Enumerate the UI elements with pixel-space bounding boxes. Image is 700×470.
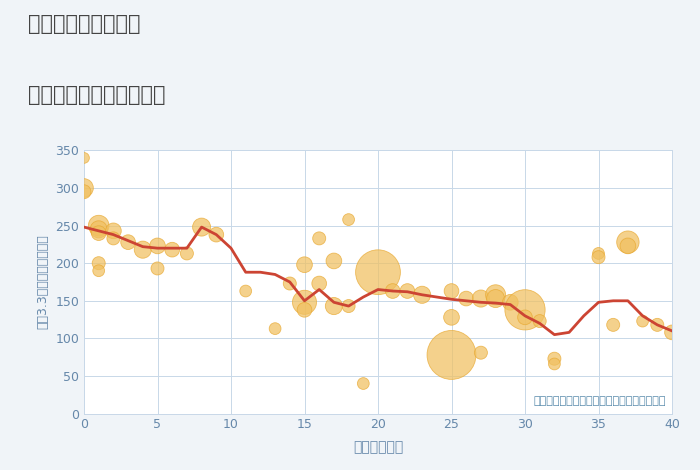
Point xyxy=(328,302,339,310)
Point xyxy=(534,317,545,325)
Point xyxy=(137,246,148,253)
Point xyxy=(446,351,457,359)
Point xyxy=(475,349,486,356)
Point xyxy=(475,295,486,302)
Point xyxy=(490,295,501,302)
Point xyxy=(519,313,531,321)
Point xyxy=(299,298,310,306)
Point xyxy=(343,302,354,310)
Point xyxy=(270,325,281,332)
Point xyxy=(593,253,604,261)
Point xyxy=(446,313,457,321)
Point xyxy=(416,291,428,298)
Point xyxy=(152,242,163,250)
Point xyxy=(519,306,531,313)
Point xyxy=(78,188,90,196)
Point xyxy=(622,242,634,250)
Point xyxy=(343,216,354,223)
Point xyxy=(211,231,222,238)
Text: 築年数別中古戸建て価格: 築年数別中古戸建て価格 xyxy=(28,85,165,105)
Point xyxy=(461,295,472,302)
Point xyxy=(299,261,310,268)
Point xyxy=(314,280,325,287)
Point xyxy=(637,317,648,325)
Point xyxy=(490,291,501,298)
Point xyxy=(93,226,104,233)
X-axis label: 築年数（年）: 築年数（年） xyxy=(353,440,403,454)
Point xyxy=(299,306,310,313)
Point xyxy=(652,321,663,329)
Text: 円の大きさは、取引のあった物件面積を示す: 円の大きさは、取引のあった物件面積を示す xyxy=(533,396,666,406)
Point xyxy=(196,223,207,231)
Point xyxy=(372,268,384,276)
Point xyxy=(402,287,413,295)
Point xyxy=(608,321,619,329)
Point xyxy=(167,246,178,253)
Point xyxy=(108,235,119,242)
Point xyxy=(93,222,104,229)
Point xyxy=(446,287,457,295)
Text: 東京都墨田区押上の: 東京都墨田区押上の xyxy=(28,14,141,34)
Point xyxy=(240,287,251,295)
Point xyxy=(78,154,90,162)
Point xyxy=(666,329,678,336)
Point xyxy=(93,229,104,237)
Point xyxy=(593,250,604,257)
Point xyxy=(358,380,369,387)
Point xyxy=(622,238,634,246)
Point xyxy=(549,355,560,362)
Point xyxy=(505,298,516,306)
Point xyxy=(549,360,560,368)
Point xyxy=(387,287,398,295)
Y-axis label: 坪（3.3㎡）単価（万円）: 坪（3.3㎡）単価（万円） xyxy=(36,235,50,329)
Point xyxy=(328,257,339,265)
Point xyxy=(108,227,119,235)
Point xyxy=(93,267,104,274)
Point xyxy=(78,184,90,192)
Point xyxy=(152,265,163,272)
Point xyxy=(181,250,193,257)
Point xyxy=(314,235,325,242)
Point xyxy=(93,259,104,267)
Point xyxy=(284,280,295,287)
Point xyxy=(122,238,134,246)
